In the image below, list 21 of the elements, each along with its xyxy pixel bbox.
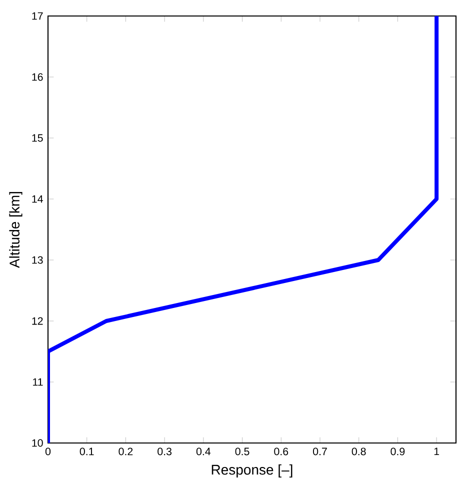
x-axis-title: Response [–] [212, 464, 292, 478]
x-tick-label: 0 [45, 448, 51, 456]
x-tick-label: 0.6 [274, 448, 288, 456]
x-tick-label: 1 [434, 448, 440, 456]
y-tick-label: 10 [32, 439, 43, 447]
y-tick-label: 15 [32, 134, 43, 142]
x-tick-label: 0.1 [80, 448, 94, 456]
x-tick-label: 0.7 [313, 448, 327, 456]
y-tick-label: 17 [32, 12, 43, 20]
y-axis-title: Altitude [km] [9, 192, 22, 268]
x-tick-label: 0.2 [118, 448, 133, 456]
y-tick-label: 12 [32, 317, 43, 325]
y-tick-label: 16 [32, 73, 43, 81]
x-tick-label: 0.9 [390, 448, 405, 456]
y-tick-label: 11 [33, 378, 43, 386]
x-tick-label: 0.4 [196, 448, 211, 456]
x-tick-label: 0.8 [352, 448, 366, 456]
x-tick-label: 0.3 [158, 448, 172, 456]
y-tick-label: 13 [32, 256, 43, 264]
y-tick-label: 14 [32, 195, 43, 203]
x-tick-label: 0.5 [235, 448, 250, 456]
